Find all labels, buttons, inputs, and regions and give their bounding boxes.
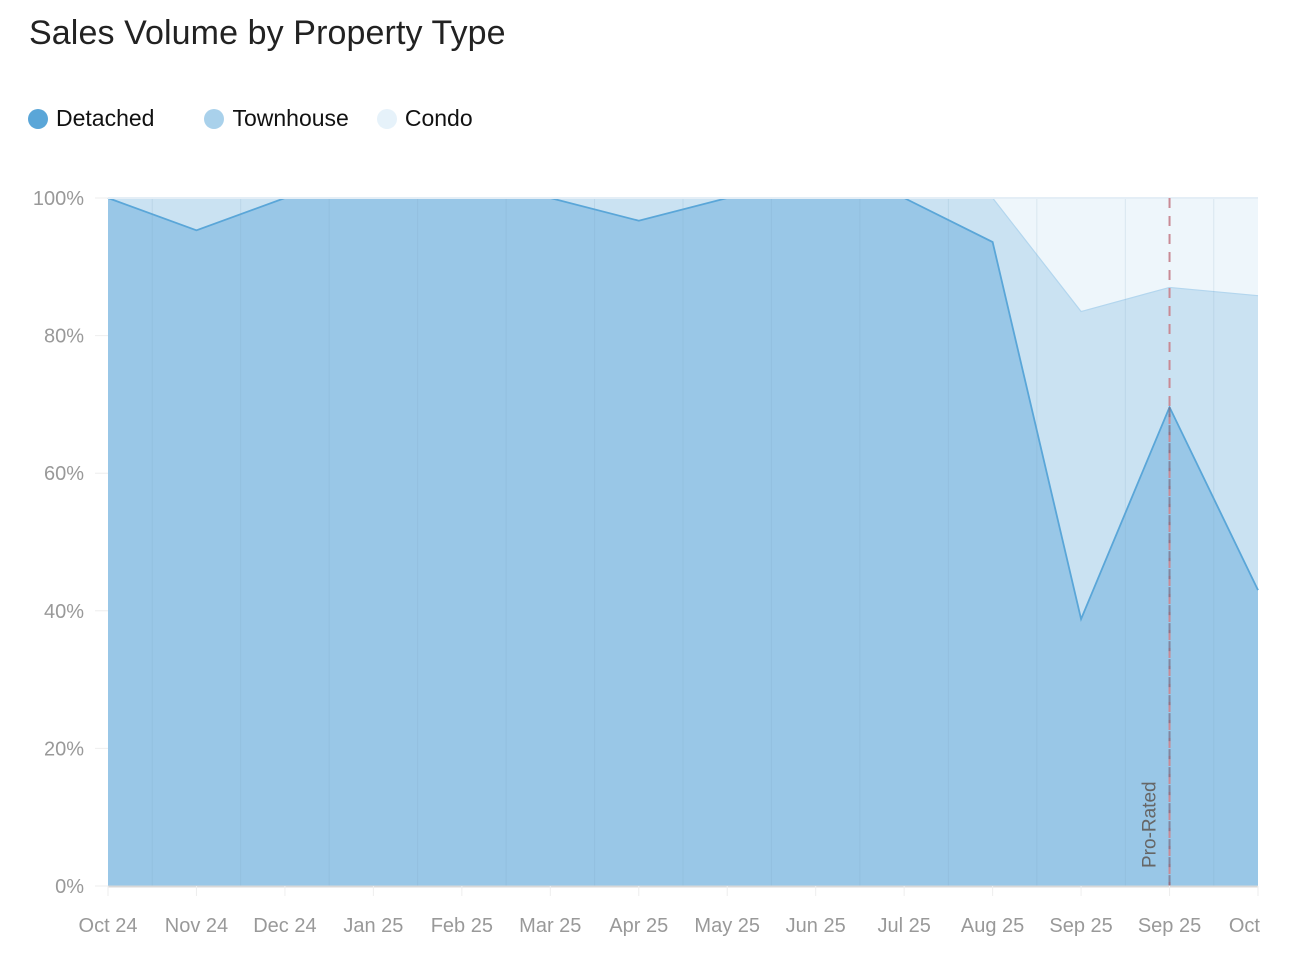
pro-rated-annotation: Pro-Rated — [1140, 198, 1171, 886]
y-tick-label: 80% — [44, 326, 84, 348]
legend-dot-icon — [204, 108, 225, 129]
y-tick-label: 100% — [33, 188, 84, 210]
x-axis: Oct 24 Nov 24 Dec 24 Jan 25 Feb 25 Mar 25 Apr … — [79, 885, 1261, 937]
x-tick-label: Aug 25 — [961, 915, 1024, 937]
stacked-areas — [107, 197, 1259, 886]
y-tick-label: 20% — [44, 738, 84, 760]
x-tick-label: Dec 24 — [253, 915, 316, 937]
pro-rated-label: Pro-Rated — [1140, 781, 1161, 868]
y-tick-label: 40% — [44, 601, 84, 623]
area-detached[interactable] — [108, 198, 1258, 886]
x-tick-label: May 25 — [694, 915, 760, 937]
legend-label: Condo — [404, 105, 473, 131]
legend-item-condo[interactable]: Condo — [376, 105, 473, 132]
x-tick-label: Oct 24 — [79, 915, 138, 937]
x-tick-label: Nov 24 — [165, 915, 228, 937]
x-tick-label: Jun 25 — [786, 915, 846, 937]
x-tick-label: Mar 25 — [519, 915, 581, 937]
legend-label: Townhouse — [232, 105, 349, 131]
legend-item-townhouse[interactable]: Townhouse — [204, 105, 349, 132]
x-tick-label: Jan 25 — [343, 915, 403, 937]
x-tick-label: Sep 25 — [1049, 915, 1112, 937]
y-tick-label: 0% — [55, 876, 84, 898]
x-tick-label: Jul 25 — [877, 915, 930, 937]
legend-dot-icon — [376, 108, 397, 129]
vertical-gridlines — [108, 197, 1258, 886]
y-tick-label: 60% — [44, 463, 84, 485]
x-tick-label: Apr 25 — [609, 915, 668, 937]
legend: Detached Townhouse Condo — [28, 105, 501, 132]
legend-dot-icon — [28, 108, 48, 129]
chart-title: Sales Volume by Property Type — [29, 14, 506, 52]
x-tick-label: Feb 25 — [431, 915, 493, 937]
legend-label: Detached — [56, 105, 155, 131]
x-tick-label: Oct — [1229, 915, 1261, 937]
x-tick-label: Sep 25 — [1138, 915, 1201, 937]
y-axis: 0% 20% 40% 60% 80% 100% — [33, 188, 84, 898]
legend-item-detached[interactable]: Detached — [28, 105, 154, 132]
